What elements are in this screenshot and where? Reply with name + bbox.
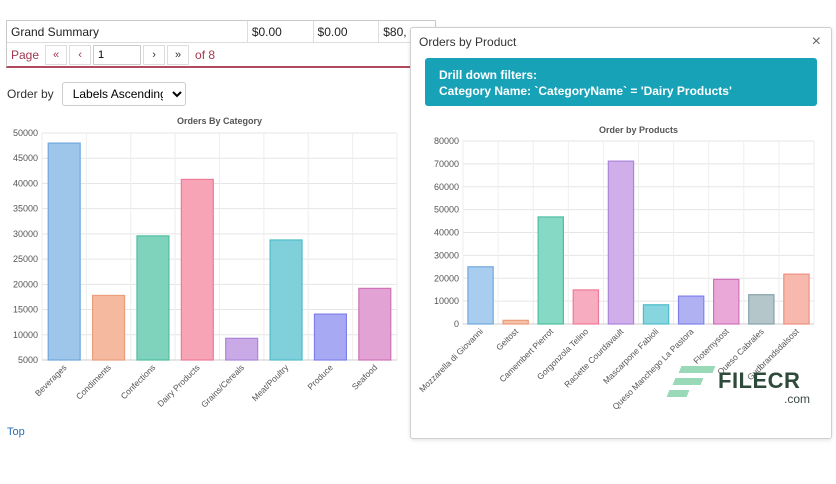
bar[interactable]	[783, 273, 810, 325]
modal-title: Orders by Product	[419, 35, 517, 49]
bar[interactable]	[136, 235, 170, 361]
close-icon[interactable]: ×	[811, 33, 821, 50]
last-page-button[interactable]: »	[167, 45, 190, 65]
y-tick-label: 60000	[434, 182, 459, 192]
y-tick-label: 10000	[434, 296, 459, 306]
pager-label: Page	[11, 48, 40, 62]
first-page-button[interactable]: «	[45, 45, 68, 65]
y-tick-label: 30000	[13, 229, 38, 239]
x-tick-label: Mozzarella di Giovanni	[418, 326, 485, 394]
y-tick-label: 40000	[13, 178, 38, 188]
orders-by-product-chart: Order by Products 0 10000 20000 30000 40000 50…	[417, 118, 822, 428]
y-tick-label: 45000	[13, 153, 38, 163]
x-tick-label: Beverages	[33, 362, 69, 398]
orders-by-product-svg: Order by Products 0 10000 20000 30000 40000 50…	[417, 125, 815, 412]
prev-page-button[interactable]: ‹	[69, 45, 92, 65]
summary-value: $80,	[383, 25, 407, 39]
next-page-button[interactable]: ›	[143, 45, 166, 65]
chart-title: Orders By Category	[177, 116, 262, 126]
x-tick-label: Confections	[119, 362, 158, 401]
y-tick-label: 5000	[18, 355, 38, 365]
page-number-input[interactable]	[93, 45, 142, 65]
y-tick-label: 25000	[13, 254, 38, 264]
y-tick-label: 70000	[434, 159, 459, 169]
y-tick-label: 35000	[13, 204, 38, 214]
watermark-logo-bar	[678, 366, 716, 373]
bar[interactable]	[269, 239, 303, 361]
y-tick-label: 0	[454, 319, 459, 329]
y-tick-label: 30000	[434, 250, 459, 260]
summary-table: Grand Summary $0.00 $0.00 $80, Page « ‹ …	[6, 20, 436, 68]
watermark-logo-bar	[666, 390, 690, 397]
y-tick-label: 10000	[13, 330, 38, 340]
x-tick-label: Dairy Products	[155, 362, 201, 408]
orders-by-category-chart: Orders By Category 5000 10000 15000 20000 250…	[0, 112, 404, 412]
x-tick-label: Geitost	[494, 326, 521, 353]
y-tick-label: 50000	[13, 128, 38, 138]
drill-down-title: Drill down filters:	[439, 68, 538, 82]
y-tick-label: 50000	[434, 205, 459, 215]
bar[interactable]	[502, 319, 529, 325]
bar[interactable]	[225, 337, 259, 361]
x-tick-label: Meat/Poultry	[250, 362, 291, 403]
y-tick-label: 80000	[434, 136, 459, 146]
y-tick-label: 40000	[434, 228, 459, 238]
x-tick-label: Produce	[305, 362, 335, 392]
bar[interactable]	[713, 278, 740, 325]
bar[interactable]	[180, 178, 214, 361]
x-tick-label: Grains/Cereals	[199, 362, 246, 409]
bar[interactable]	[467, 266, 494, 325]
x-tick-label: Condiments	[74, 362, 113, 401]
bar[interactable]	[748, 294, 775, 325]
bar[interactable]	[642, 304, 670, 325]
grand-summary-label: Grand Summary	[7, 21, 248, 42]
bar[interactable]	[537, 216, 564, 325]
x-tick-label: Seafood	[350, 362, 380, 392]
page-count: of 8	[195, 48, 216, 62]
y-tick-label: 20000	[434, 273, 459, 283]
order-by-label: Order by	[7, 87, 54, 101]
y-tick-label: 20000	[13, 279, 38, 289]
top-link[interactable]: Top	[7, 426, 25, 438]
bar[interactable]	[358, 287, 392, 361]
modal-header: Orders by Product ×	[411, 28, 831, 56]
order-by-select[interactable]: Labels Ascending	[61, 82, 186, 106]
watermark-sub: .com	[784, 392, 811, 406]
filecr-watermark: FILECR .com	[666, 360, 818, 406]
pager: Page « ‹ › » of 8	[7, 43, 435, 67]
drill-down-filter: Category Name: `CategoryName` = 'Dairy P…	[439, 84, 732, 98]
x-tick-label: Raclette Courdavault	[562, 326, 626, 390]
chart-title: Order by Products	[599, 125, 678, 135]
bar[interactable]	[313, 313, 348, 361]
bar[interactable]	[572, 289, 600, 325]
bar[interactable]	[607, 160, 635, 325]
watermark-text: FILECR	[718, 368, 801, 393]
order-by-control: Order by Labels Ascending	[7, 82, 186, 106]
grand-summary-row: Grand Summary $0.00 $0.00 $80,	[7, 21, 435, 43]
bar[interactable]	[677, 295, 705, 325]
summary-value: $0.00	[248, 21, 314, 42]
drill-down-filters-alert: Drill down filters: Category Name: `Cate…	[425, 58, 817, 106]
orders-by-category-svg: Orders By Category 5000 10000 15000 20000 250…	[13, 116, 398, 409]
summary-value: $0.00	[314, 21, 380, 42]
y-tick-label: 15000	[13, 305, 38, 315]
watermark-logo-bar	[672, 378, 704, 385]
bar[interactable]	[91, 294, 126, 361]
bar[interactable]	[47, 142, 81, 361]
